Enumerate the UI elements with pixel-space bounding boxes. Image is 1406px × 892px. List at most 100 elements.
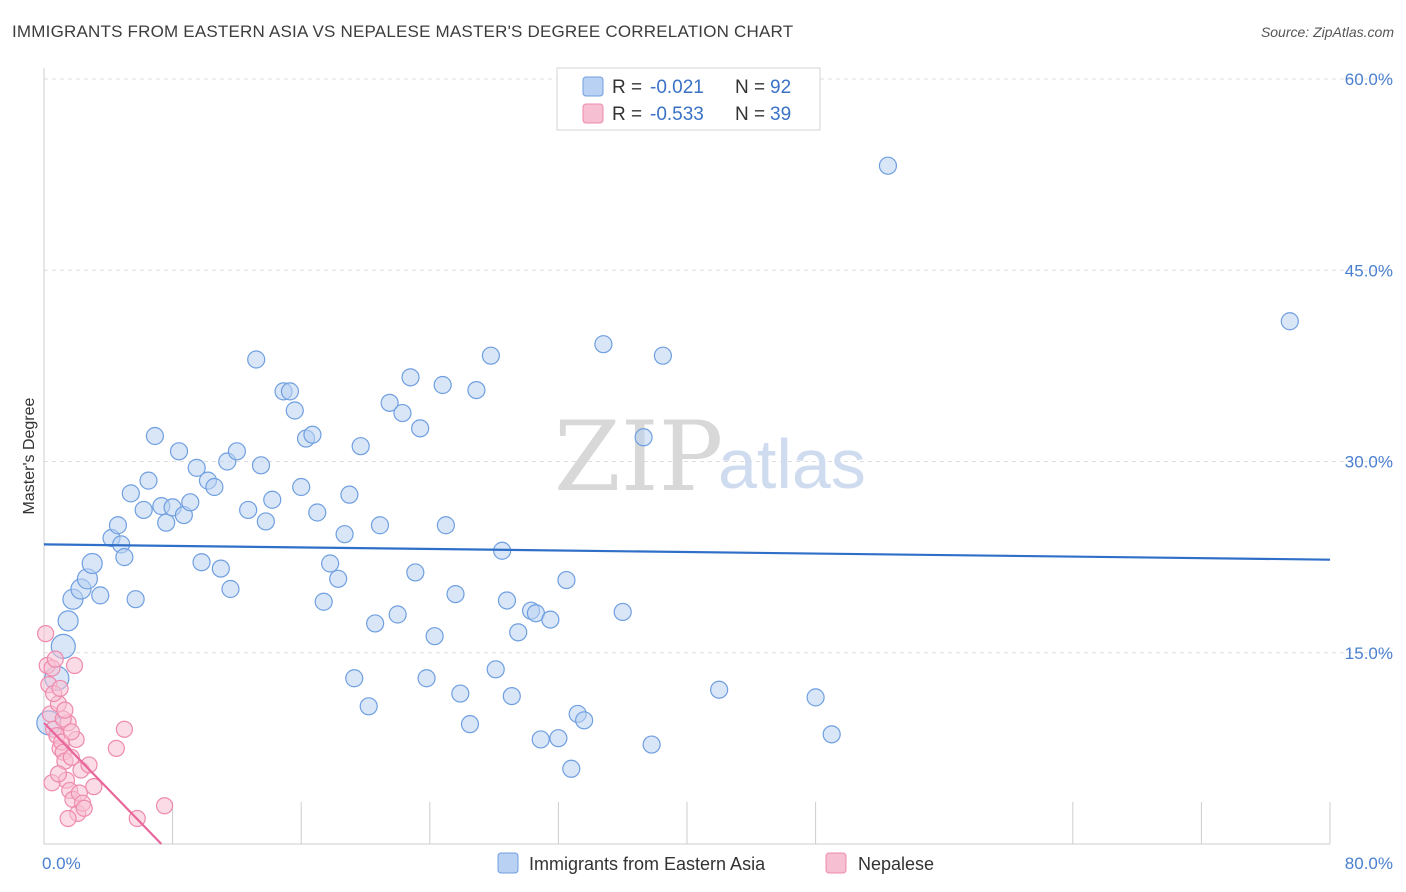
grid-lines [44,78,1392,654]
point-eastern-asia-83 [594,335,613,354]
bottom-legend-swatch-blue [497,852,519,874]
point-eastern-asia-47 [335,525,354,544]
bottom-legend-swatch-pink [825,852,847,874]
point-eastern-asia-85 [634,428,653,447]
point-eastern-asia-91 [878,156,898,175]
y-tick-labels: 15.0% 30.0% 45.0% 60.0% [1345,70,1393,663]
point-eastern-asia-68 [481,346,500,365]
point-nepalese-38 [62,723,80,741]
trend-line-nepalese [43,722,163,845]
point-eastern-asia-89 [806,688,825,707]
point-nepalese-0 [37,625,55,643]
point-eastern-asia-71 [497,591,517,610]
legend-swatch-pink [582,103,604,124]
point-nepalese-6 [46,650,64,668]
point-eastern-asia-56 [393,403,412,423]
point-eastern-asia-28 [211,559,230,578]
source-label: Source: ZipAtlas.com [1260,24,1394,40]
point-eastern-asia-44 [314,592,333,611]
point-eastern-asia-58 [406,563,425,582]
point-eastern-asia-39 [285,401,304,420]
point-eastern-asia-40 [292,477,311,497]
x-tick-label-start: 0.0% [42,854,81,873]
point-eastern-asia-62 [433,375,452,395]
point-eastern-asia-77 [541,610,560,629]
point-eastern-asia-34 [251,456,271,475]
x-tick-labels: 0.0% 80.0% [42,854,1393,873]
series-nepalese [37,625,174,828]
point-eastern-asia-67 [467,381,486,400]
legend-r-value-1: -0.021 [650,77,704,98]
point-eastern-asia-72 [502,686,521,706]
point-eastern-asia-15 [134,500,153,520]
point-eastern-asia-69 [486,660,505,679]
point-nepalese-27 [59,809,77,828]
point-eastern-asia-60 [417,669,436,688]
point-eastern-asia-78 [549,729,568,748]
point-eastern-asia-79 [557,570,576,590]
correlation-legend: R = -0.021 N = 92 R = -0.533 N = 39 [556,67,821,131]
point-eastern-asia-31 [227,442,246,461]
point-eastern-asia-19 [157,513,176,532]
legend-r-value-2: -0.533 [650,104,704,125]
point-eastern-asia-59 [411,419,430,438]
point-eastern-asia-87 [653,346,672,365]
point-eastern-asia-52 [366,614,385,633]
point-eastern-asia-51 [359,697,378,716]
point-eastern-asia-25 [192,553,211,572]
point-eastern-asia-17 [145,426,165,446]
point-nepalese-16 [62,748,80,766]
point-eastern-asia-46 [329,569,348,588]
point-eastern-asia-12 [115,548,134,567]
point-eastern-asia-43 [308,503,327,522]
point-eastern-asia-49 [345,669,364,688]
point-eastern-asia-64 [446,584,465,604]
point-eastern-asia-30 [221,579,240,599]
point-eastern-asia-35 [256,512,275,531]
chart-title: IMMIGRANTS FROM EASTERN ASIA VS NEPALESE… [12,22,794,41]
point-nepalese-37 [56,701,74,719]
point-eastern-asia-16 [139,471,158,490]
legend-n-value-2: 39 [770,104,791,125]
legend-r-label-1: R = [612,77,642,98]
point-eastern-asia-13 [121,484,140,503]
point-eastern-asia-8 [91,586,110,605]
y-tick-label-3: 60.0% [1345,70,1393,89]
point-eastern-asia-90 [822,725,841,744]
point-eastern-asia-57 [401,368,420,387]
point-eastern-asia-33 [247,350,266,369]
point-eastern-asia-84 [613,602,632,622]
point-eastern-asia-48 [340,485,359,504]
trend-line-eastern-asia [43,543,1331,561]
point-eastern-asia-80 [562,759,581,778]
point-eastern-asia-23 [181,493,200,512]
point-eastern-asia-86 [642,735,661,754]
y-tick-label-1: 30.0% [1345,453,1393,472]
trend-lines [43,543,1331,845]
point-eastern-asia-7 [81,552,103,575]
point-eastern-asia-3 [57,610,79,632]
point-eastern-asia-88 [710,680,729,699]
point-nepalese-28 [75,799,93,817]
legend-n-label-1: N = [735,77,765,98]
point-eastern-asia-65 [451,684,470,703]
watermark-zip: ZIP [554,401,723,513]
point-eastern-asia-92 [1280,312,1299,331]
point-eastern-asia-76 [531,730,550,749]
point-eastern-asia-54 [380,393,399,412]
legend-swatch-blue [582,76,604,97]
point-nepalese-36 [51,679,69,698]
point-nepalese-29 [80,756,98,774]
point-eastern-asia-45 [321,554,340,573]
point-eastern-asia-36 [263,490,282,509]
watermark-atlas: atlas [718,425,866,503]
point-eastern-asia-24 [187,458,206,477]
y-axis-label: Master's Degree [21,397,38,514]
axes [43,68,1331,845]
point-nepalese-32 [115,720,133,738]
series-legend: Immigrants from Eastern Asia Nepalese [497,852,934,874]
point-eastern-asia-38 [280,382,300,401]
bottom-legend-label-pink: Nepalese [858,854,934,874]
point-nepalese-18 [65,656,84,675]
point-nepalese-31 [107,739,125,757]
